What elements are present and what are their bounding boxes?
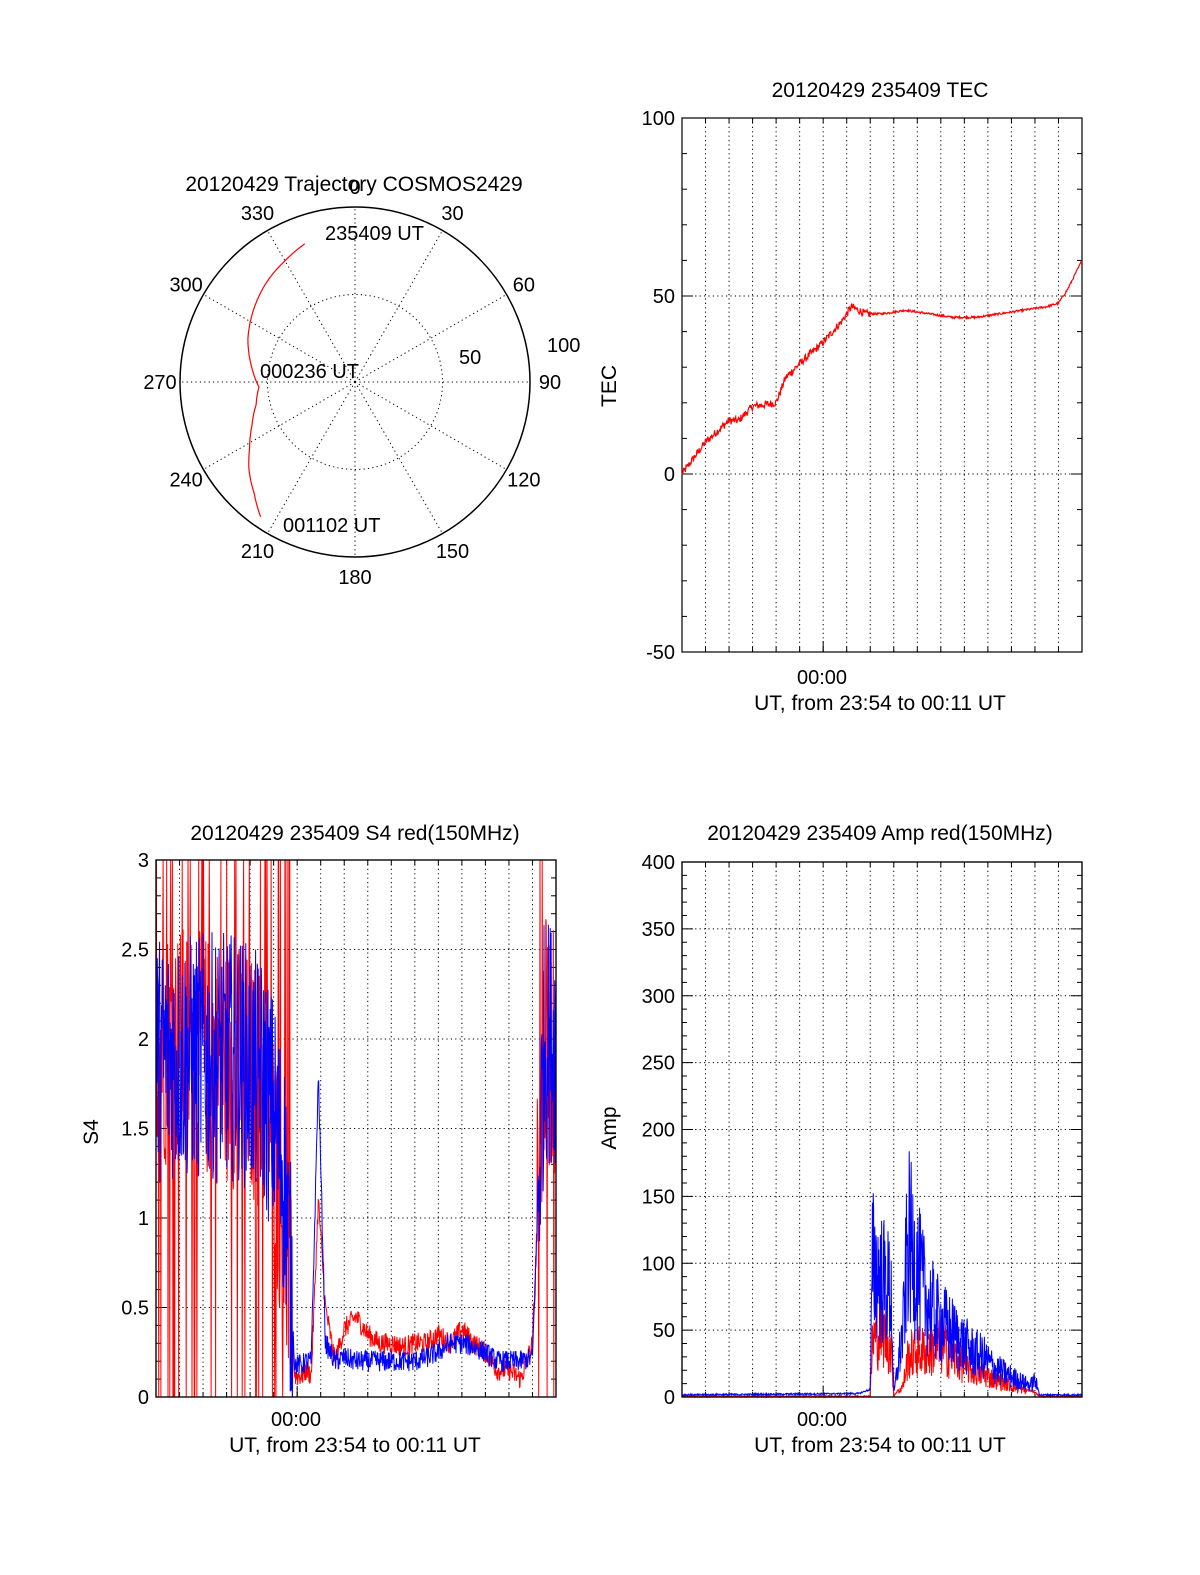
amp-ytick-label: 150 — [642, 1186, 675, 1208]
trajectory-end-label: 001102 UT — [283, 515, 380, 537]
amp-series-blue — [681, 1151, 1082, 1398]
azimuth-label-270: 270 — [143, 372, 176, 394]
amp-axes: 0 50 100 150 200 250 300 350 400 — [642, 852, 1083, 1409]
amp-ytick-label: 300 — [642, 986, 675, 1008]
trajectory-mid-label: 000236 UT — [260, 361, 359, 383]
amp-y-axis-label: Amp — [598, 1106, 621, 1149]
polar-spoke-300 — [203, 294, 356, 383]
trajectory-track-line — [247, 243, 306, 517]
polar-spoke-330 — [267, 230, 356, 383]
amp-ytick-label: 50 — [653, 1320, 675, 1342]
azimuth-label-0: 0 — [349, 177, 360, 199]
tec-ytick-label: -50 — [646, 642, 675, 664]
polar-grid — [179, 206, 531, 558]
s4-ytick-label: 3 — [138, 850, 149, 872]
tec-ytick-label: 0 — [664, 464, 675, 486]
amp-x-axis-label: UT, from 23:54 to 00:11 UT — [754, 1434, 1006, 1457]
tec-frame-base — [681, 117, 1083, 653]
azimuth-label-120: 120 — [507, 470, 540, 492]
tec-x-tick-label: 00:00 — [797, 667, 847, 689]
azimuth-label-330: 330 — [241, 203, 274, 225]
azimuth-label-240: 240 — [169, 470, 202, 492]
polar-inner-circle — [267, 294, 443, 470]
polar-spoke-120 — [354, 381, 507, 470]
azimuth-label-60: 60 — [513, 275, 535, 297]
amp-series-red — [681, 1294, 1083, 1399]
s4-x-axis-label: UT, from 23:54 to 00:11 UT — [229, 1434, 481, 1457]
amp-frame — [681, 861, 1083, 1398]
s4-ytick-label: 1 — [138, 1208, 149, 1230]
trajectory-title: 20120429 Trajectory COSMOS2429 — [185, 173, 522, 196]
amp-ytick-label: 400 — [642, 852, 675, 874]
amp-ytick-label: 350 — [642, 919, 675, 941]
s4-ytick-label: 0.5 — [121, 1298, 149, 1320]
s4-series-blue — [155, 924, 557, 1398]
tec-ytick-label: 50 — [653, 286, 675, 308]
tec-axes: -50 0 50 100 — [642, 108, 1083, 664]
azimuth-label-150: 150 — [436, 541, 469, 563]
s4-ytick-label: 2.5 — [121, 940, 149, 962]
azimuth-label-90: 90 — [539, 372, 561, 394]
tec-x-axis-label: UT, from 23:54 to 00:11 UT — [754, 692, 1006, 715]
s4-x-tick-label: 00:00 — [271, 1409, 321, 1431]
amp-ytick-label: 100 — [642, 1253, 675, 1275]
tec-series-line — [681, 260, 1083, 475]
s4-ytick-label: 0 — [138, 1387, 149, 1409]
s4-frame — [155, 859, 557, 1398]
amp-ytick-label: 0 — [664, 1387, 675, 1409]
azimuth-label-180: 180 — [338, 567, 371, 589]
s4-title: 20120429 235409 S4 red(150MHz) — [190, 822, 519, 845]
azimuth-label-30: 30 — [441, 203, 463, 225]
amp-ytick-label: 250 — [642, 1053, 675, 1075]
tec-ytick-label: 100 — [642, 108, 675, 130]
amp-panel: 20120429 235409 Amp red(150MHz) 0 50 100 15… — [598, 822, 1083, 1457]
polar-spoke-210 — [267, 381, 356, 534]
s4-y-axis-label: S4 — [80, 1119, 103, 1145]
polar-spoke-60 — [354, 294, 507, 383]
polar-outer-circle — [179, 206, 531, 558]
radial-label-50: 50 — [459, 347, 481, 369]
tec-title: 20120429 235409 TEC — [772, 79, 989, 102]
azimuth-label-300: 300 — [169, 275, 202, 297]
trajectory-panel: 20120429 Trajectory COSMOS2429 0 30 60 90 12… — [143, 173, 580, 589]
trajectory-start-label: 235409 UT — [325, 223, 424, 245]
amp-x-tick-label: 00:00 — [797, 1409, 847, 1431]
polar-spoke-30 — [354, 230, 443, 383]
polar-spoke-240 — [203, 381, 356, 470]
polar-azimuth-labels: 0 30 60 90 120 150 180 210 240 270 300 330 — [143, 177, 561, 589]
s4-ytick-label: 2 — [138, 1029, 149, 1051]
radial-label-100: 100 — [547, 335, 580, 357]
amp-title: 20120429 235409 Amp red(150MHz) — [707, 822, 1053, 845]
polar-spoke-150 — [354, 381, 443, 534]
s4-panel: 20120429 235409 S4 red(150MHz) 0 0.5 1 1.5 2… — [80, 822, 557, 1457]
azimuth-label-210: 210 — [241, 541, 274, 563]
tec-y-axis-label: TEC — [598, 365, 621, 407]
s4-ytick-label: 1.5 — [121, 1119, 149, 1141]
amp-ytick-label: 200 — [642, 1120, 675, 1142]
tec-panel: 20120429 235409 TEC -50 0 50 100 00:00 UT, … — [598, 79, 1083, 715]
